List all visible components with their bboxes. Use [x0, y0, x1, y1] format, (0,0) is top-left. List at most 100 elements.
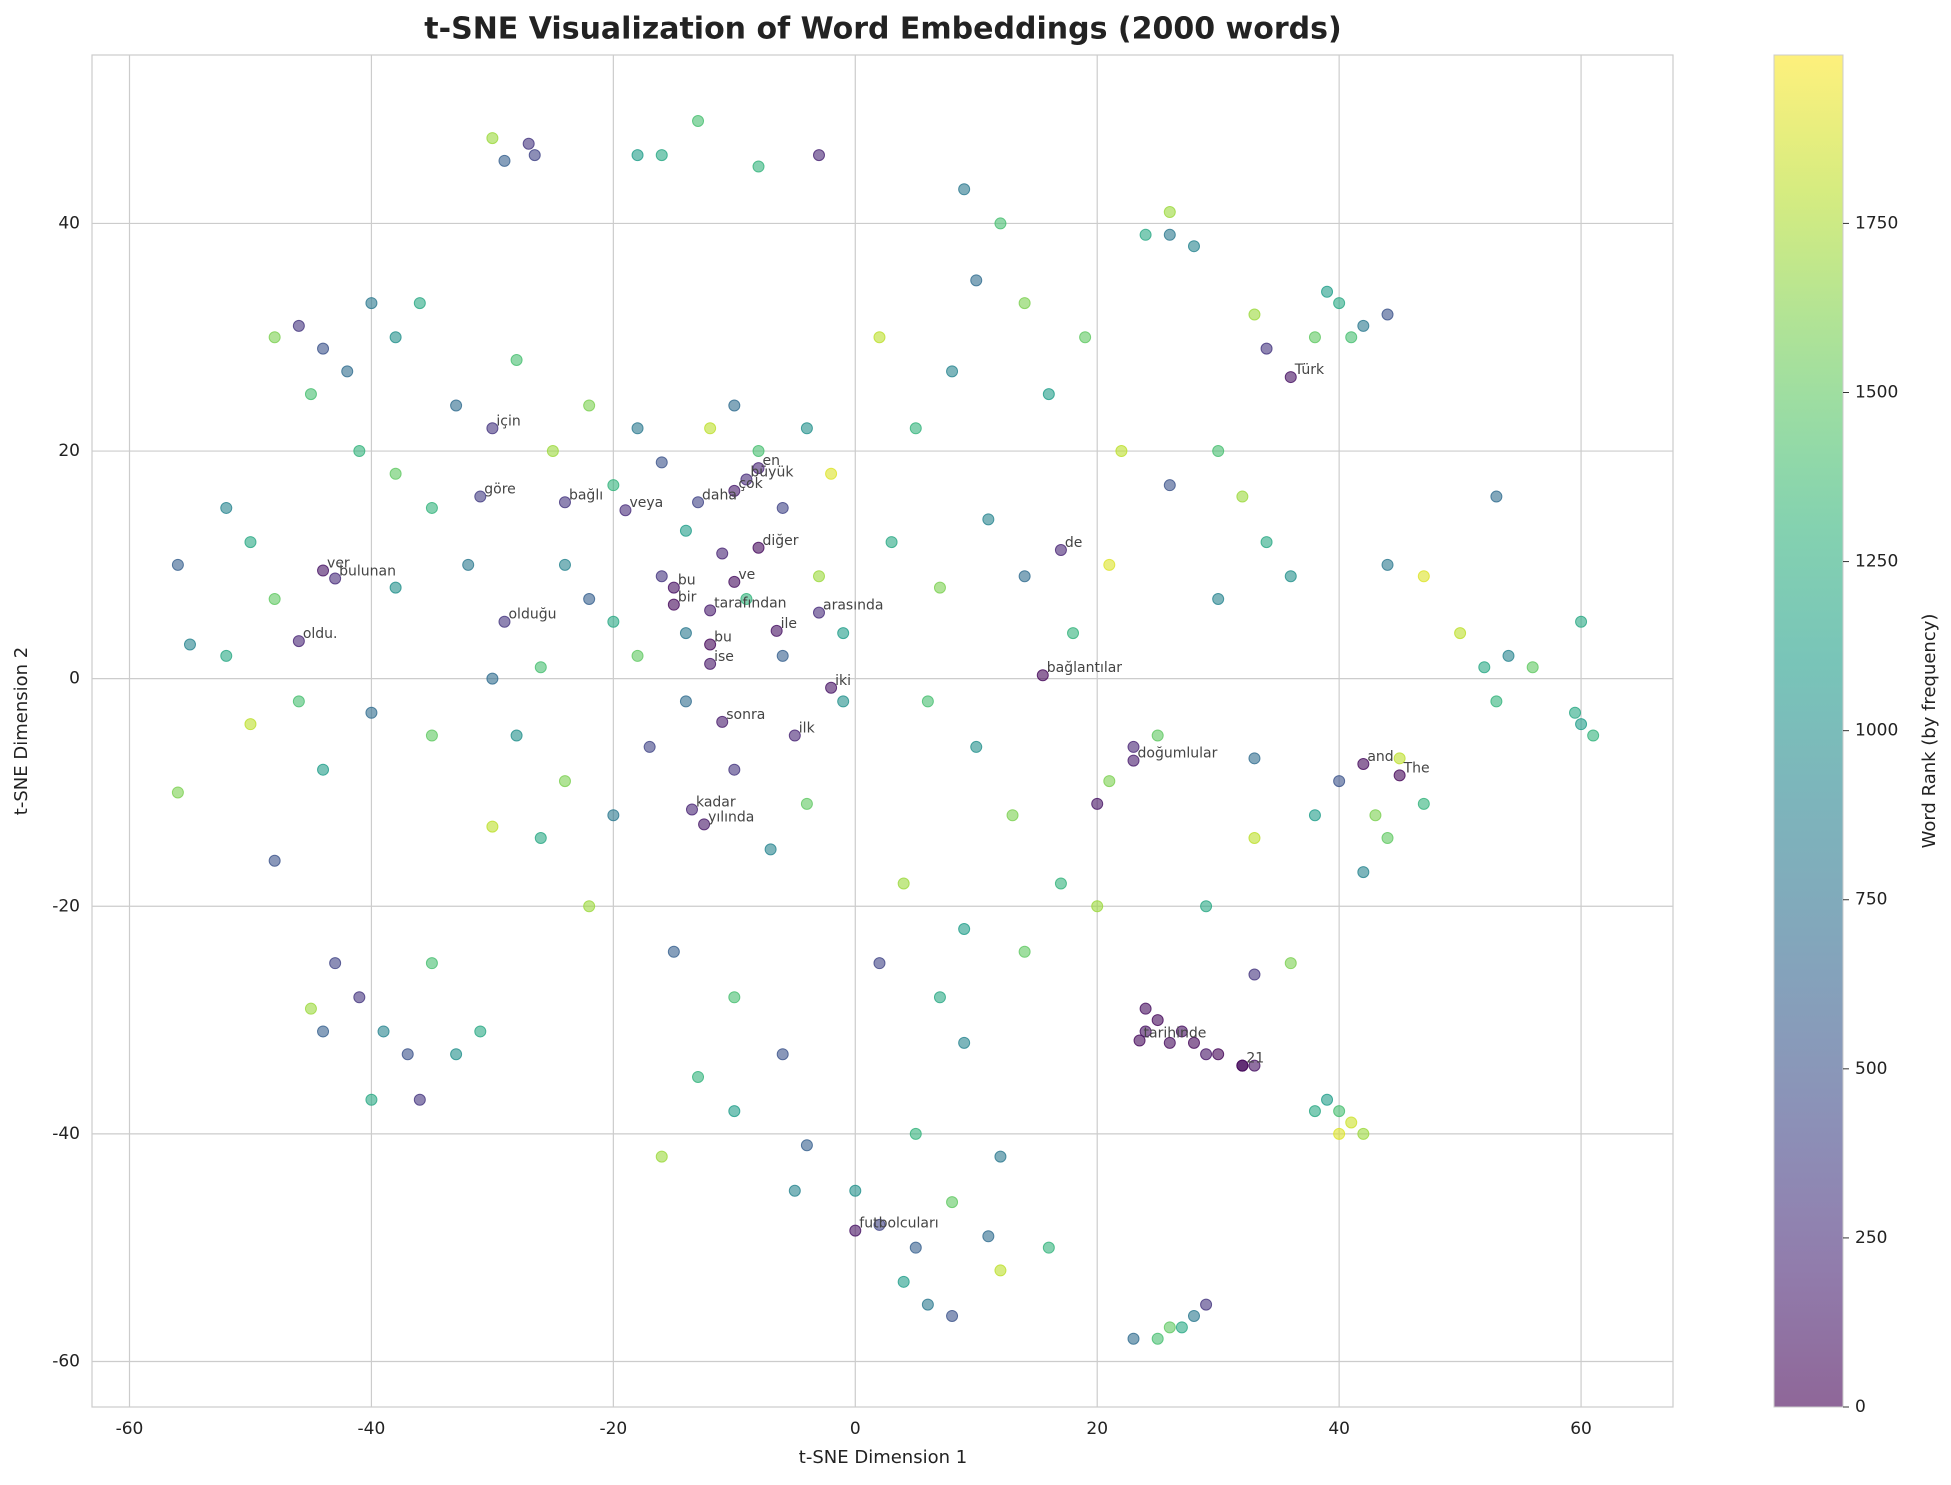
point [546, 445, 559, 458]
point [558, 558, 571, 571]
point [607, 615, 620, 628]
point [655, 149, 668, 162]
point [1248, 752, 1261, 765]
annotation: tarafından [714, 595, 786, 611]
point [534, 831, 547, 844]
point [933, 991, 946, 1004]
chart-title: t-SNE Visualization of Word Embeddings (… [424, 12, 1341, 47]
point [1345, 331, 1358, 344]
annotation: 21 [1246, 1051, 1264, 1067]
point [1091, 900, 1104, 913]
point [1006, 809, 1019, 822]
point [1587, 729, 1600, 742]
point [946, 1309, 959, 1322]
point [873, 1218, 886, 1231]
y-tick-label: 20 [58, 441, 80, 461]
x-tick-label: -20 [599, 1419, 627, 1439]
point [770, 624, 783, 637]
x-tick-label: 40 [1328, 1419, 1350, 1439]
annotation: sonra [726, 707, 765, 723]
point [583, 592, 596, 605]
point [1236, 1059, 1249, 1072]
point [1151, 729, 1164, 742]
colorbar-tick-label: 1000 [1855, 721, 1898, 741]
point [800, 422, 813, 435]
point [1490, 695, 1503, 708]
annotation: en [763, 453, 781, 469]
point [304, 388, 317, 401]
point [679, 627, 692, 640]
point [1151, 1014, 1164, 1027]
point [558, 775, 571, 788]
point [655, 456, 668, 469]
annotation: olduğu [508, 607, 556, 623]
point [1187, 1309, 1200, 1322]
colorbar-tick-label: 1750 [1855, 213, 1898, 233]
point [317, 763, 330, 776]
point [728, 575, 741, 588]
annotation: de [1065, 535, 1083, 551]
annotation: Türk [1294, 362, 1325, 378]
point [583, 399, 596, 412]
point [583, 900, 596, 913]
point [776, 501, 789, 514]
point [450, 399, 463, 412]
annotation: veya [629, 495, 663, 511]
annotation: and [1367, 749, 1393, 765]
point [692, 115, 705, 128]
point [873, 957, 886, 970]
point [1018, 297, 1031, 310]
point [1091, 797, 1104, 810]
point [498, 154, 511, 167]
point [776, 1048, 789, 1061]
point [474, 1025, 487, 1038]
point [1417, 570, 1430, 583]
point [716, 715, 729, 728]
point [1575, 718, 1588, 731]
point [837, 695, 850, 708]
point [1175, 1321, 1188, 1334]
point [800, 797, 813, 810]
point [1054, 877, 1067, 890]
colorbar-tick-label: 750 [1855, 890, 1887, 910]
y-tick-label: -40 [52, 1124, 80, 1144]
annotation: yılında [708, 809, 754, 825]
point [946, 365, 959, 378]
point [1042, 1241, 1055, 1254]
annotation: tarihinde [1144, 1026, 1207, 1042]
point [1260, 342, 1273, 355]
point [389, 331, 402, 344]
point [329, 572, 342, 585]
annotation: bu [714, 630, 732, 646]
point [921, 695, 934, 708]
point [788, 1184, 801, 1197]
point [776, 649, 789, 662]
annotation: daha [702, 487, 737, 503]
point [1036, 669, 1049, 682]
point [909, 1241, 922, 1254]
point [317, 342, 330, 355]
point [486, 672, 499, 685]
point [1333, 1105, 1346, 1118]
point [1139, 1025, 1152, 1038]
point [631, 149, 644, 162]
point [752, 541, 765, 554]
point [1308, 809, 1321, 822]
point [800, 1139, 813, 1152]
point [1284, 957, 1297, 970]
point [698, 818, 711, 831]
colorbar-tick-label: 1250 [1855, 552, 1898, 572]
point [982, 1230, 995, 1243]
point [667, 945, 680, 958]
point [1127, 740, 1140, 753]
point [631, 649, 644, 662]
point [704, 638, 717, 651]
point [401, 1048, 414, 1061]
point [1321, 1093, 1334, 1106]
point [558, 496, 571, 509]
point [740, 592, 753, 605]
point [728, 399, 741, 412]
point [692, 496, 705, 509]
point [425, 957, 438, 970]
point [268, 592, 281, 605]
